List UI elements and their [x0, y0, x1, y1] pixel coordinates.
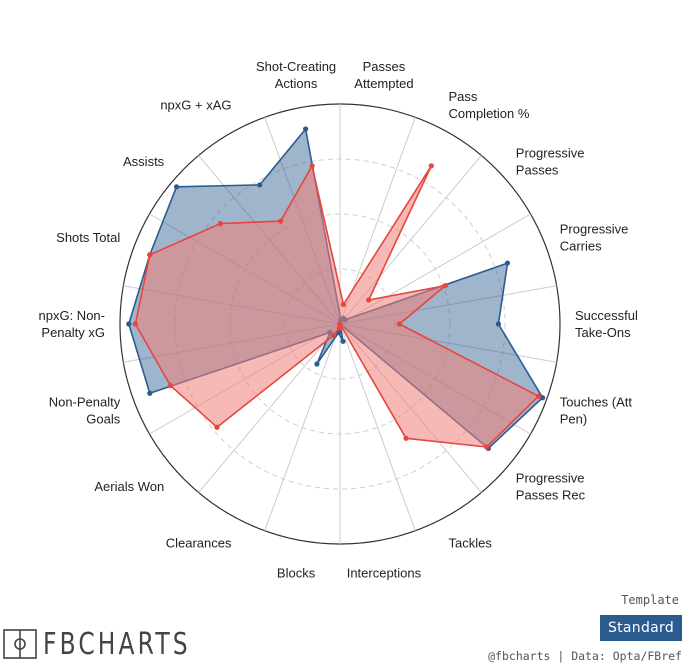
- axis-label: Non-Penalty Goals: [49, 395, 121, 427]
- axis-label-line: Interceptions: [347, 566, 422, 581]
- axis-label: Blocks: [277, 566, 316, 581]
- axis-label: npxG: Non- Penalty xG: [39, 308, 105, 340]
- axis-label-line: Pen): [560, 412, 587, 427]
- fbcharts-logo: FBCHARTS: [3, 626, 232, 662]
- axis-label: Successful Take-Ons: [575, 308, 638, 340]
- series-2-point: [132, 321, 138, 327]
- axis-label-line: Shots Total: [56, 230, 120, 245]
- axis-label-line: Clearances: [166, 536, 232, 551]
- series-1-point: [147, 390, 153, 396]
- series-1-point: [340, 338, 346, 344]
- axis-label-line: Aerials Won: [94, 479, 164, 494]
- axis-label-line: Passes: [516, 162, 559, 177]
- grid-spoke: [264, 323, 341, 531]
- axis-label: Progressive Carries: [560, 221, 629, 253]
- grid-spoke: [339, 323, 416, 531]
- axis-label-line: Goals: [86, 412, 120, 427]
- axis-label-line: Penalty xG: [41, 325, 105, 340]
- axis-label-line: Non-Penalty: [49, 395, 121, 410]
- axis-label: Progressive Passes: [516, 145, 585, 177]
- series-2-point: [336, 325, 342, 331]
- axis-label-line: Tackles: [449, 536, 493, 551]
- axis-label: npxG + xAG: [160, 97, 231, 112]
- series-2-point: [442, 283, 449, 289]
- radar-series: [126, 126, 546, 452]
- axis-label-line: Pass: [449, 89, 478, 104]
- series-2-point: [147, 252, 153, 258]
- series-1-point: [495, 321, 501, 327]
- axis-label-line: Shot-Creating: [256, 59, 336, 74]
- series-2-point: [337, 321, 343, 327]
- axis-label-line: Touches (Att: [560, 395, 633, 410]
- axis-label: Tackles: [449, 536, 493, 551]
- template-standard-button[interactable]: Standard: [600, 615, 682, 641]
- series-2-point: [428, 163, 434, 169]
- axis-label: Aerials Won: [94, 479, 164, 494]
- axis-label: Progressive Passes Rec: [516, 471, 586, 503]
- pitch-icon: [3, 629, 37, 659]
- axis-label-line: Actions: [275, 76, 318, 91]
- data-credit: @fbcharts | Data: Opta/FBref: [488, 649, 682, 663]
- series-2-point: [217, 220, 223, 227]
- axis-label-line: Progressive: [516, 471, 585, 486]
- axis-label: Interceptions: [347, 566, 422, 581]
- series-2-point: [396, 321, 402, 327]
- series-2-point: [340, 301, 347, 308]
- axis-label-line: Assists: [123, 154, 165, 169]
- axis-label: Shots Total: [56, 230, 120, 245]
- axis-label-line: npxG + xAG: [160, 97, 231, 112]
- axis-label: Touches (Att Pen): [560, 395, 633, 427]
- axis-label-line: Completion %: [449, 106, 530, 121]
- radar-axis-labels: Passes Attempted Pass Completion % Progressi…: [39, 59, 638, 581]
- axis-label-line: npxG: Non-: [39, 308, 105, 323]
- series-1-point: [257, 182, 263, 188]
- grid-spoke: [198, 323, 341, 493]
- series-2-point: [309, 163, 315, 169]
- axis-label-line: Successful: [575, 308, 638, 323]
- series-2-point: [535, 393, 542, 399]
- series-1-point: [173, 184, 180, 190]
- axis-label-line: Progressive: [560, 221, 629, 236]
- series-2-point: [214, 424, 220, 430]
- series-2-point: [366, 297, 372, 303]
- axis-label: Shot-Creating Actions: [256, 59, 336, 91]
- series-1-point: [539, 395, 546, 401]
- axis-label: Pass Completion %: [449, 89, 530, 121]
- series-1-point: [303, 126, 309, 132]
- axis-label-line: Passes: [363, 59, 406, 74]
- axis-label: Clearances: [166, 536, 232, 551]
- axis-label-line: Carries: [560, 238, 602, 253]
- series-2-point: [403, 435, 409, 441]
- series-2-point: [167, 383, 174, 389]
- logo-text: FBCHARTS: [43, 626, 191, 662]
- axis-label-line: Blocks: [277, 566, 316, 581]
- axis-label-line: Progressive: [516, 145, 585, 160]
- series-1-point: [504, 260, 511, 266]
- axis-label: Assists: [123, 154, 165, 169]
- axis-label-line: Attempted: [354, 76, 413, 91]
- series-2-point: [330, 332, 336, 339]
- template-label: Template: [621, 593, 679, 607]
- axis-label: Passes Attempted: [354, 59, 413, 91]
- series-1-point: [314, 361, 320, 367]
- axis-label-line: Passes Rec: [516, 488, 586, 503]
- series-2-point: [278, 218, 284, 224]
- series-2-point: [484, 444, 490, 450]
- axis-label-line: Take-Ons: [575, 325, 631, 340]
- series-1-point: [126, 321, 132, 327]
